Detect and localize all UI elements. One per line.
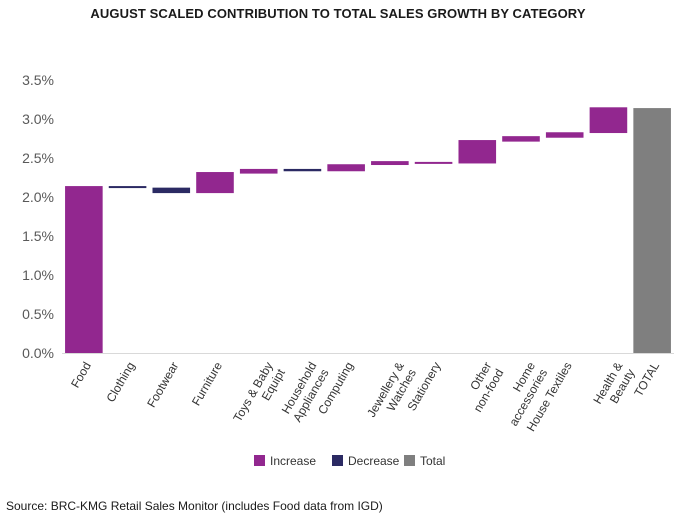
y-tick-label: 2.0% [22, 189, 54, 205]
x-tick-label-line: Footwear [144, 360, 181, 410]
bar-increase [196, 172, 234, 194]
y-tick-label: 1.0% [22, 267, 54, 283]
y-tick-label: 3.5% [22, 72, 54, 88]
bar-total [633, 108, 671, 353]
legend-label: Decrease [348, 454, 400, 468]
x-tick-label: Toys & BabyEquipt [230, 359, 288, 431]
x-tick-label: Health &Beauty [590, 360, 637, 414]
bar-increase [327, 164, 365, 172]
legend-swatch [254, 455, 265, 466]
legend: Increase Decrease Total [254, 454, 445, 468]
legend-swatch [332, 455, 343, 466]
bar-increase [371, 161, 409, 166]
x-tick-label: Jewellery &Watches [364, 360, 419, 427]
x-tick-label-line: Furniture [189, 359, 225, 408]
legend-label: Total [420, 454, 445, 468]
bar-increase [502, 136, 540, 142]
x-tick-label: Food [68, 360, 94, 391]
x-tick-label: Furniture [189, 359, 225, 408]
y-tick-label: 0.0% [22, 345, 54, 361]
y-tick-label: 0.5% [22, 306, 54, 322]
bar-increase [239, 168, 278, 174]
legend-label: Increase [270, 454, 316, 468]
x-axis: Food Clothing Footwear Furniture Toys & Baby… [68, 359, 662, 434]
y-tick-label: 1.5% [22, 228, 54, 244]
x-tick-label-line: TOTAL [631, 359, 662, 399]
bar-decrease [152, 187, 191, 194]
bar-increase [545, 132, 584, 138]
source-note: Source: BRC-KMG Retail Sales Monitor (in… [6, 499, 383, 513]
x-tick-label: Clothing [103, 360, 137, 405]
chart-title: AUGUST SCALED CONTRIBUTION TO TOTAL SALE… [90, 6, 586, 21]
bar-increase [65, 186, 103, 353]
y-tick-label: 3.0% [22, 111, 54, 127]
x-tick-label: Footwear [144, 360, 181, 410]
bars-group [65, 107, 671, 353]
bar-decrease [108, 186, 147, 189]
bar-increase [414, 161, 453, 164]
bar-increase [589, 107, 628, 134]
y-axis: 0.0% 0.5% 1.0% 1.5% 2.0% 2.5% 3.0% 3.5% [22, 72, 674, 361]
x-tick-label-line: Food [68, 360, 94, 391]
x-tick-label-line: Clothing [103, 360, 137, 405]
x-tick-label: Othernon-food [459, 360, 507, 415]
y-tick-label: 2.5% [22, 150, 54, 166]
x-tick-label: TOTAL [631, 359, 662, 399]
bar-increase [458, 140, 497, 164]
bar-decrease [283, 168, 322, 172]
legend-swatch [404, 455, 415, 466]
